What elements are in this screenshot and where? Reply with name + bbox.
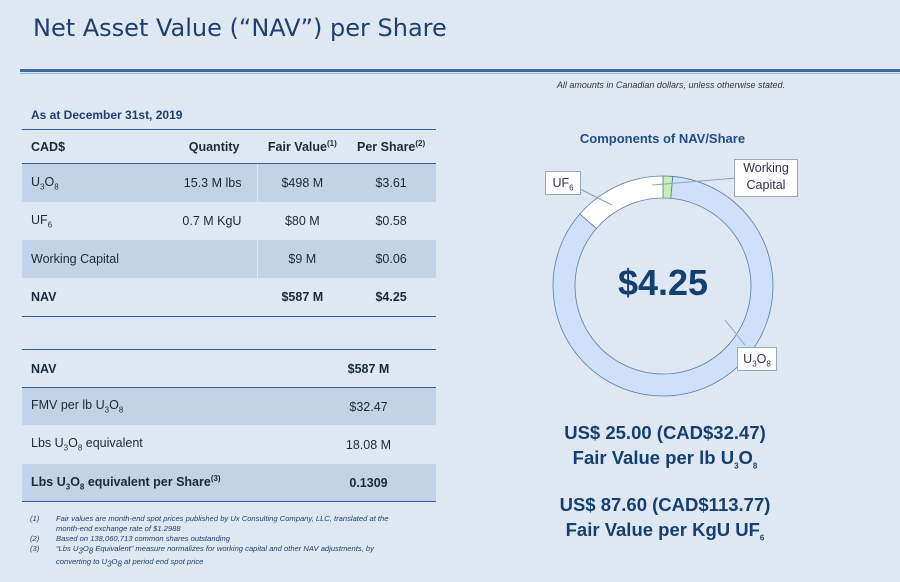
header-quantity: Quantity bbox=[166, 129, 258, 164]
row-fair-value: $498 M bbox=[257, 163, 347, 202]
table-row-nav: NAV $587 M $4.25 bbox=[22, 278, 436, 317]
row-label: UF6 bbox=[31, 212, 53, 230]
title-divider bbox=[20, 69, 900, 72]
row-value: $587 M bbox=[301, 349, 436, 388]
page-title: Net Asset Value (“NAV”) per Share bbox=[33, 14, 447, 42]
row-per-share: $4.25 bbox=[346, 278, 436, 317]
table-row-uf6: UF6 0.7 M KgU $80 M $0.58 bbox=[22, 202, 436, 240]
as-at-date: As at December 31st, 2019 bbox=[31, 108, 183, 122]
callout-u3o8: U3O8 bbox=[737, 347, 777, 371]
row-quantity: 15.3 M lbs bbox=[166, 163, 258, 202]
callout-working-capital: Working Capital bbox=[734, 159, 798, 197]
row-fair-value: $80 M bbox=[257, 202, 347, 240]
header-cad: CAD$ bbox=[22, 129, 167, 164]
fair-value-u3o8: US$ 25.00 (CAD$32.47) Fair Value per lb … bbox=[564, 422, 766, 471]
chart-center-value: $4.25 bbox=[617, 262, 709, 303]
row-value: $32.47 bbox=[301, 387, 436, 426]
row-label: NAV bbox=[22, 278, 167, 317]
donut-slice-uf6 bbox=[579, 175, 664, 229]
footnotes: (1) Fair values are month-end spot prices… bbox=[30, 514, 410, 569]
row-per-share: $0.58 bbox=[375, 214, 407, 228]
header-per-share: Per Share(2) bbox=[346, 129, 436, 164]
equivalent-table: NAV $587 M FMV per lb U3O8 $32.47 Lbs U3… bbox=[22, 349, 436, 502]
table-row-lbs-per-share: Lbs U3O8 equivalent per Share(3) 0.1309 bbox=[22, 463, 436, 502]
table-row-u3o8: U3O8 15.3 M lbs $498 M $3.61 bbox=[22, 163, 436, 202]
footnote-3: (3) “Lbs U3O8 Equivalent” measure normali… bbox=[30, 544, 374, 569]
row-fair-value: $9 M bbox=[257, 240, 347, 278]
row-per-share: $3.61 bbox=[346, 163, 436, 202]
fair-value-uf6: US$ 87.60 (CAD$113.77) Fair Value per Kg… bbox=[559, 494, 771, 543]
row-value: 0.1309 bbox=[301, 463, 436, 502]
row-quantity: 0.7 M KgU bbox=[182, 214, 242, 228]
table-row-nav-total: NAV $587 M bbox=[22, 349, 436, 388]
callout-uf6: UF6 bbox=[545, 171, 581, 195]
row-label: NAV bbox=[22, 349, 301, 388]
row-label: Working Capital bbox=[22, 240, 167, 278]
row-quantity bbox=[166, 278, 258, 317]
nav-table: CAD$ Quantity Fair Value(1) Per Share(2)… bbox=[22, 129, 436, 317]
row-label: FMV per lb U3O8 bbox=[22, 387, 301, 426]
row-value: 18.08 M bbox=[301, 425, 436, 464]
footnote-1: (1) Fair values are month-end spot prices… bbox=[30, 514, 389, 533]
table-row-working-capital: Working Capital $9 M $0.06 bbox=[22, 240, 436, 278]
table-row-fmv: FMV per lb U3O8 $32.47 bbox=[22, 387, 436, 426]
title-divider-thin bbox=[20, 73, 900, 74]
row-label: Lbs U3O8 equivalent bbox=[22, 425, 301, 464]
row-label: U3O8 bbox=[22, 163, 167, 202]
currency-disclaimer: All amounts in Canadian dollars, unless … bbox=[556, 80, 785, 90]
footnote-2: (2) Based on 138,060,713 common shares ou… bbox=[30, 534, 230, 543]
table-row-lbs-equivalent: Lbs U3O8 equivalent 18.08 M bbox=[22, 425, 436, 464]
row-per-share: $0.06 bbox=[346, 240, 436, 278]
row-fair-value: $587 M bbox=[257, 278, 347, 317]
header-fair-value: Fair Value(1) bbox=[257, 129, 347, 164]
row-quantity bbox=[166, 240, 258, 278]
chart-title: Components of NAV/Share bbox=[579, 131, 746, 146]
donut-slice-u3o8 bbox=[552, 175, 774, 397]
row-label: Lbs U3O8 equivalent per Share(3) bbox=[22, 463, 301, 502]
nav-table-header: CAD$ Quantity Fair Value(1) Per Share(2) bbox=[22, 129, 436, 164]
